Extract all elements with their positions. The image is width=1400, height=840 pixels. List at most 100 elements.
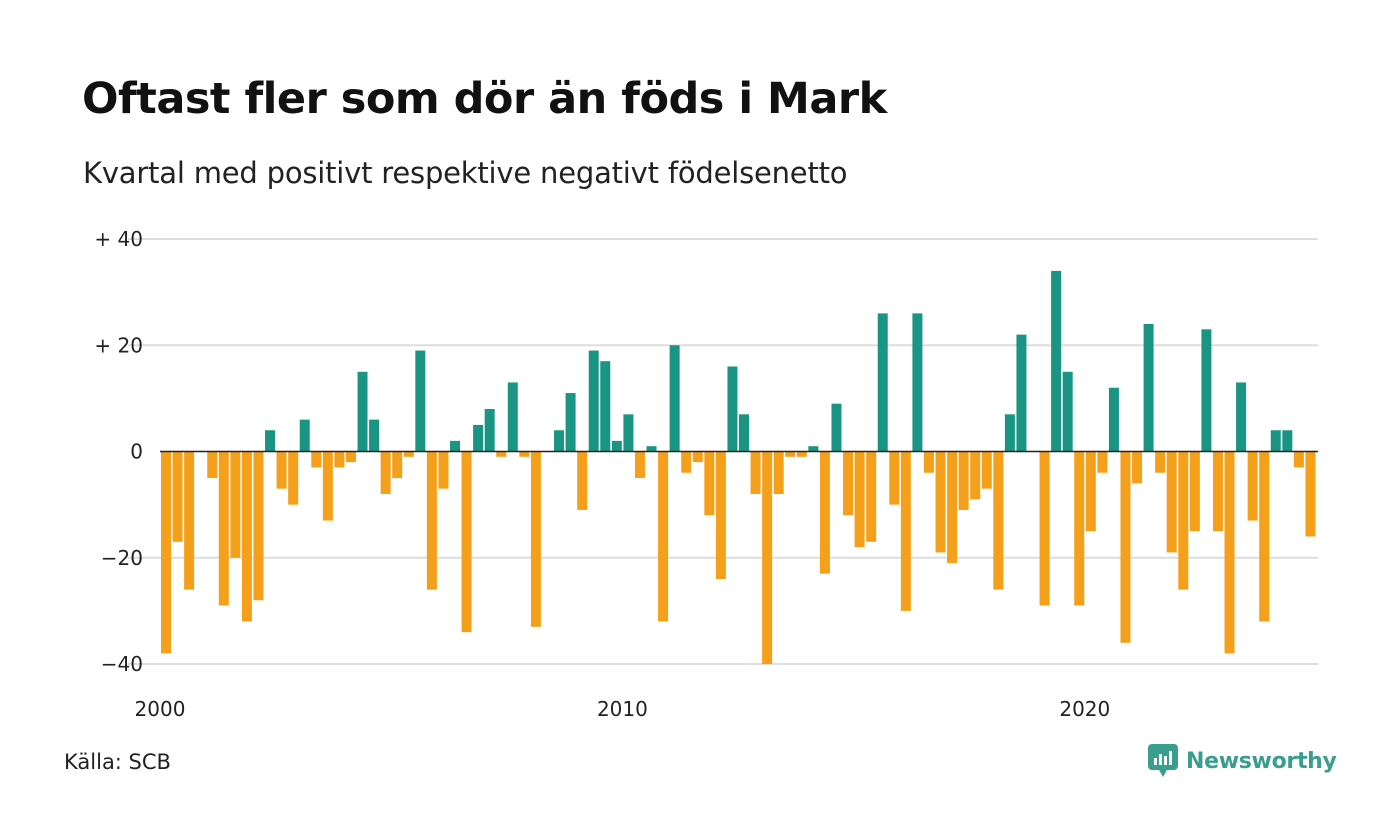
bar bbox=[357, 371, 368, 452]
x-tick-label: 2020 bbox=[1059, 697, 1110, 721]
bar bbox=[715, 451, 726, 579]
bar bbox=[565, 393, 576, 452]
bar bbox=[739, 414, 749, 452]
bar bbox=[900, 451, 911, 611]
bar bbox=[1108, 387, 1119, 452]
source-note: Källa: SCB bbox=[64, 750, 171, 774]
bar bbox=[450, 440, 460, 452]
bar bbox=[1270, 430, 1281, 452]
bar bbox=[1039, 451, 1050, 606]
bar bbox=[1120, 451, 1131, 643]
bar bbox=[1259, 451, 1270, 622]
x-tick-label: 2010 bbox=[597, 697, 648, 721]
bar bbox=[1247, 451, 1258, 521]
bar bbox=[796, 451, 807, 457]
bar bbox=[507, 382, 518, 452]
bar bbox=[981, 451, 992, 489]
bar bbox=[750, 451, 761, 494]
bar bbox=[184, 451, 195, 590]
bar bbox=[1178, 451, 1189, 590]
bar bbox=[230, 451, 241, 558]
bar bbox=[935, 451, 946, 553]
bar bbox=[265, 430, 276, 452]
brand-name: Newsworthy bbox=[1186, 748, 1337, 774]
bar bbox=[623, 414, 634, 452]
y-tick-label: + 20 bbox=[94, 333, 143, 357]
bar bbox=[1236, 382, 1247, 452]
bar bbox=[1201, 329, 1212, 452]
bar bbox=[1085, 451, 1096, 532]
bar bbox=[577, 451, 588, 510]
bar bbox=[311, 451, 322, 468]
bar bbox=[958, 451, 969, 510]
bar bbox=[172, 451, 183, 542]
bar bbox=[727, 366, 738, 452]
bar bbox=[692, 451, 703, 463]
chart-title: Oftast fler som dör än föds i Mark bbox=[82, 74, 887, 124]
bar bbox=[1212, 451, 1223, 532]
bar bbox=[1132, 451, 1143, 484]
bar bbox=[554, 430, 565, 452]
bar bbox=[1166, 451, 1177, 553]
bar bbox=[1004, 414, 1015, 452]
bar bbox=[1224, 451, 1235, 654]
bar bbox=[1062, 371, 1073, 452]
bar bbox=[530, 451, 541, 627]
bar bbox=[600, 361, 611, 452]
bar bbox=[334, 451, 345, 468]
bar bbox=[426, 451, 437, 590]
bar bbox=[1305, 451, 1316, 537]
bar bbox=[403, 451, 414, 457]
bar bbox=[993, 451, 1004, 590]
bar bbox=[392, 451, 403, 479]
bar bbox=[831, 403, 842, 452]
y-tick-label: −20 bbox=[101, 546, 143, 570]
bar bbox=[785, 451, 796, 457]
chart-subtitle: Kvartal med positivt respektive negativt… bbox=[83, 156, 848, 190]
y-tick-label: −40 bbox=[101, 652, 143, 676]
bar bbox=[276, 451, 287, 489]
bar bbox=[241, 451, 252, 622]
bar bbox=[207, 451, 218, 479]
x-tick-label: 2000 bbox=[135, 697, 186, 721]
bar bbox=[923, 451, 934, 473]
y-tick-label: 0 bbox=[130, 440, 143, 464]
y-tick-label: + 40 bbox=[94, 227, 143, 251]
newsworthy-logo-icon bbox=[1148, 744, 1178, 777]
bar bbox=[380, 451, 391, 494]
bar bbox=[322, 451, 333, 521]
bar bbox=[843, 451, 854, 516]
bar bbox=[438, 451, 449, 489]
bar bbox=[369, 419, 380, 452]
bar-chart: + 40 + 20 0 −20 −40 2000 2010 2020 bbox=[94, 227, 1318, 721]
bar bbox=[288, 451, 299, 505]
bar bbox=[877, 313, 888, 452]
bar bbox=[519, 451, 530, 457]
bar bbox=[773, 451, 784, 494]
bar bbox=[1189, 451, 1200, 532]
bar bbox=[1097, 451, 1108, 473]
bar bbox=[1051, 270, 1062, 452]
bar bbox=[299, 419, 310, 452]
bar bbox=[819, 451, 830, 574]
bar bbox=[854, 451, 865, 548]
bar bbox=[947, 451, 958, 564]
bar bbox=[461, 451, 472, 633]
brand-logo: Newsworthy bbox=[1148, 744, 1337, 778]
bar bbox=[658, 451, 669, 622]
bar bbox=[634, 451, 645, 479]
bar bbox=[473, 424, 484, 452]
bar bbox=[1074, 451, 1085, 606]
bar bbox=[866, 451, 877, 542]
bar bbox=[1293, 451, 1304, 468]
bar bbox=[611, 440, 622, 452]
bar bbox=[1143, 324, 1154, 452]
bar bbox=[704, 451, 715, 516]
bar bbox=[1016, 334, 1027, 452]
bar bbox=[161, 451, 171, 654]
bar bbox=[646, 446, 657, 452]
bar bbox=[496, 451, 507, 457]
bar bbox=[669, 345, 680, 452]
bar bbox=[970, 451, 981, 500]
bar bbox=[762, 451, 773, 664]
